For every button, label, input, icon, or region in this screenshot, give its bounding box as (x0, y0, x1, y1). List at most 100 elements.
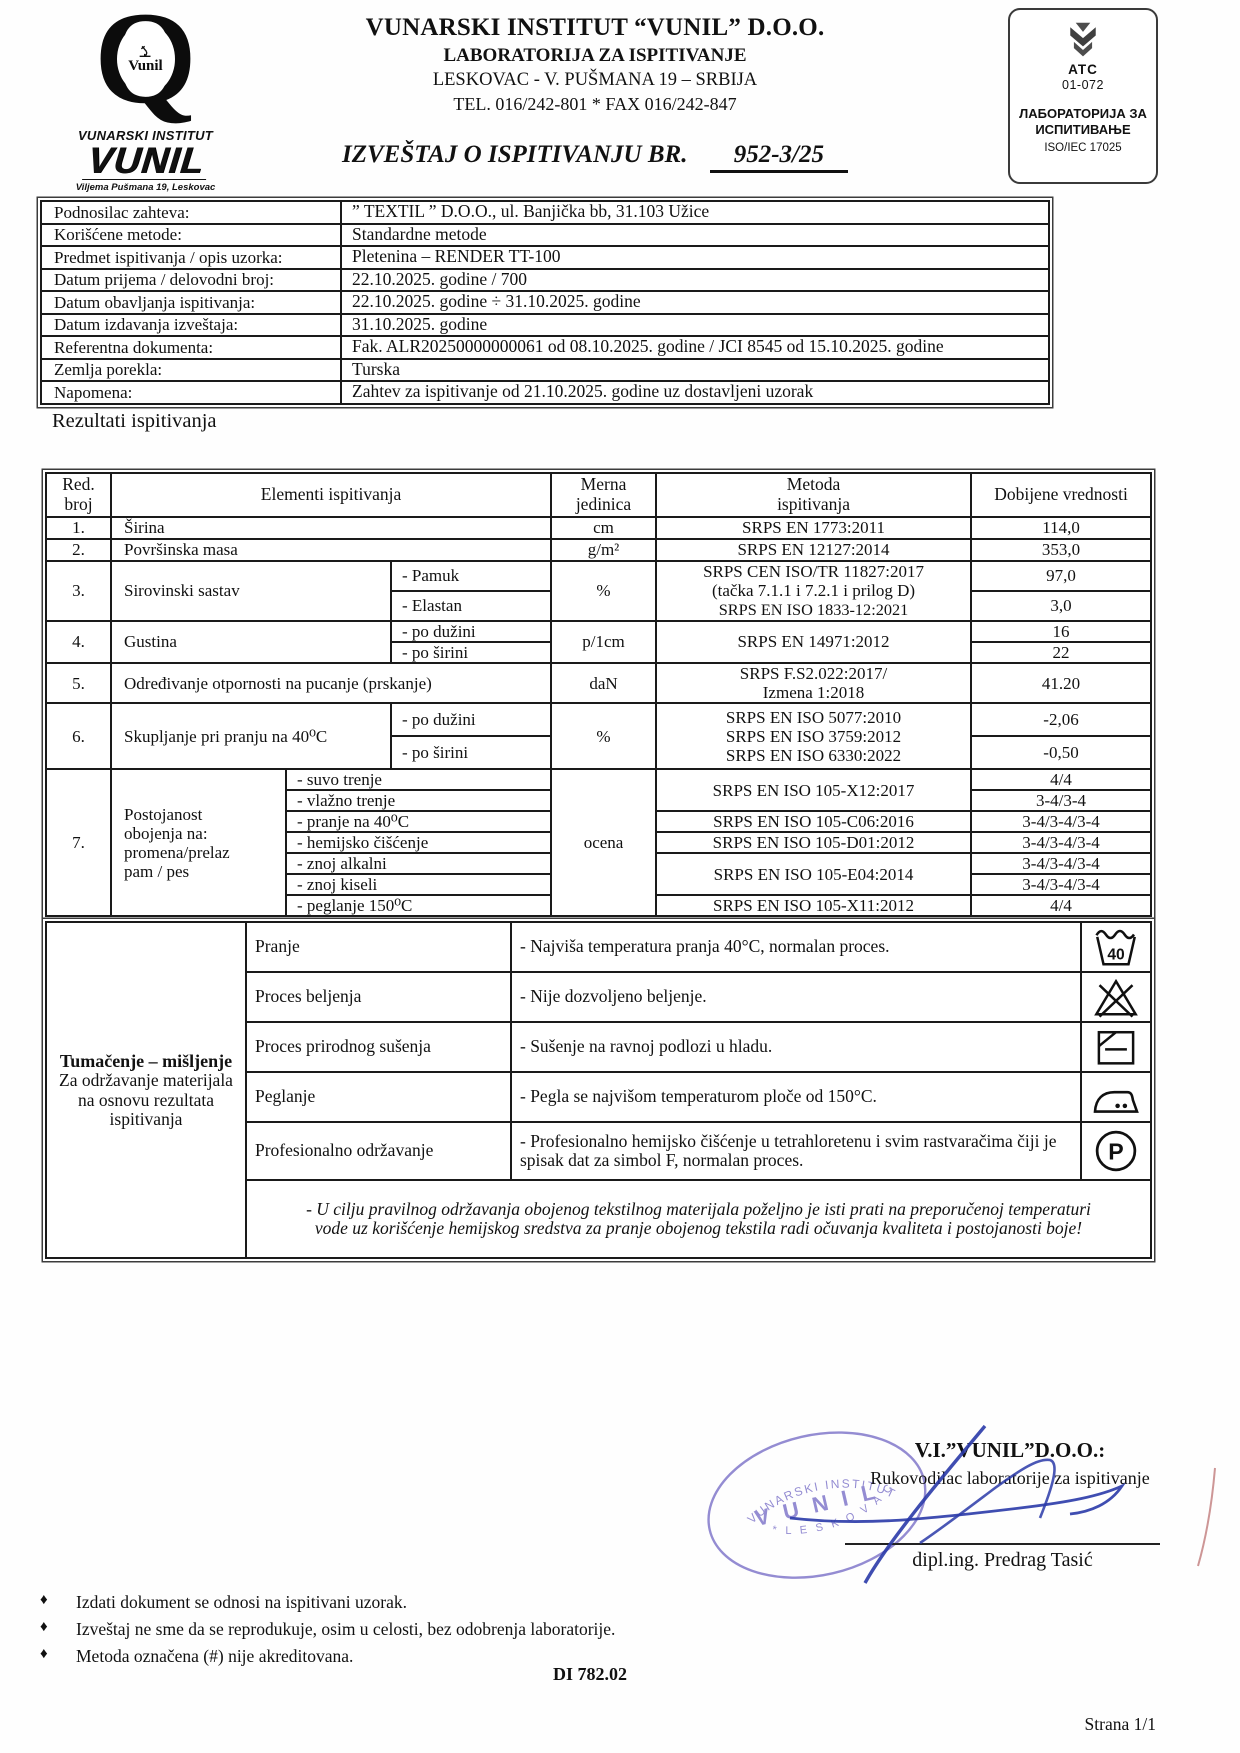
ats-accreditation-logo-icon (1070, 22, 1096, 57)
value-cell: 3-4/3-4 (970, 789, 1153, 813)
professional-dry-clean-p-icon: P (1095, 1131, 1137, 1172)
table-row: 5. Određivanje otpornosti na pucanje (pr… (45, 661, 1153, 705)
value-cell: 114,0 (970, 516, 1153, 540)
unit-cell: ocena (550, 768, 658, 918)
value-cell: 97,0 (970, 560, 1153, 592)
care-process-desc: - Najviša temperatura pranja 40°C, norma… (510, 921, 1082, 974)
signature-signer: dipl.ing. Predrag Tasić (912, 1549, 1093, 1571)
care-symbol-cell (1080, 971, 1152, 1024)
info-label: Datum prijema / delovodni broj: (40, 267, 342, 292)
element-cell: Gustina (110, 619, 392, 665)
iron-medium-icon (1093, 1091, 1139, 1114)
microscope-icon (139, 45, 151, 57)
table-row: Predmet ispitivanja / opis uzorka: Pleten… (40, 245, 1050, 270)
method-cell: SRPS EN 1773:2011 (655, 516, 973, 540)
element-cell: Površinska masa (109, 538, 553, 562)
value-cell: 353,0 (970, 538, 1153, 562)
care-symbol-cell: P (1080, 1121, 1152, 1182)
results-header-row: Red. broj Elementi ispitivanja Merna jedin… (45, 472, 1153, 518)
row-num: 2. (45, 538, 112, 562)
care-process-name: Pranje (245, 921, 512, 974)
info-label: Napomena: (40, 380, 342, 405)
unit-cell: daN (550, 661, 658, 705)
value-cell: 41.20 (970, 661, 1153, 705)
table-row: - pranje na 40⁰C SRPS EN ISO 105-C06:201… (46, 810, 1153, 834)
col-header-num: Red. broj (45, 472, 112, 518)
element-sub-cell: - Elastan (389, 589, 553, 622)
element-cell: Širina (109, 516, 553, 540)
method-cell: SRPS CEN ISO/TR 11827:2017 (tačka 7.1.1 i… (655, 560, 973, 622)
element-sub-cell: - po dužini (389, 702, 553, 738)
company-stamp: VUNARSKI INSTITUT V U N I L * L E S K O … (686, 1404, 927, 1579)
footer-note: ♦ Metoda označena (#) nije akreditovana. (40, 1646, 354, 1666)
col-header-element: Elementi ispitivanja (109, 472, 553, 518)
info-value: 22.10.2025. godine ÷ 31.10.2025. godine (340, 290, 1050, 315)
wash-40-icon: 40 (1095, 930, 1136, 966)
accreditation-badge: ATC 01-072 ЛАБОРАТОРИЈА ЗА ИСПИТИВАЊЕ IS… (1008, 8, 1158, 184)
report-number: 952-3/25 (709, 141, 848, 173)
letterhead: VUNARSKI INSTITUT “VUNIL” D.O.O. LABORAT… (255, 14, 935, 173)
info-value: 22.10.2025. godine / 700 (340, 267, 1050, 292)
care-process-name: Profesionalno održavanje (245, 1121, 512, 1182)
logo-address: Viljema Pušmana 19, Leskovac (75, 182, 216, 193)
table-row: Napomena: Zahtev za ispitivanje od 21.10.… (40, 380, 1050, 405)
footer-notes: ♦ Izdati dokument se odnosi na ispitivan… (40, 1592, 615, 1673)
info-label: Referentna dokumenta: (40, 335, 342, 360)
table-row: Profesionalno održavanje - Profesionalno… (46, 1121, 1152, 1182)
care-symbol-cell (1080, 1071, 1152, 1124)
care-opinion-cell: Tumačenje – mišljenje Za održavanje mate… (45, 921, 247, 1260)
element-cell: Skupljanje pri pranju na 40⁰C (110, 702, 392, 771)
unit-cell: p/1cm (550, 619, 658, 665)
row-num: 4. (45, 619, 112, 665)
table-row: Peglanje - Pegla se najvišom temperaturo… (46, 1071, 1152, 1124)
row-num: 7. (45, 768, 112, 918)
results-and-care-tables: Red. broj Elementi ispitivanja Merna jedin… (45, 472, 1153, 1260)
care-symbol-cell (1080, 1021, 1152, 1074)
care-symbol-cell: 40 (1080, 921, 1152, 974)
element-sub-cell: - po širini (389, 640, 553, 665)
table-row: - znoj alkalni SRPS EN ISO 105-E04:2014 … (46, 852, 1153, 897)
table-row: Datum izdavanja izveštaja: 31.10.2025. go… (40, 312, 1050, 337)
element-cell: Određivanje otpornosti na pucanje (prska… (109, 661, 553, 705)
info-label: Datum obavljanja ispitivanja: (40, 290, 342, 315)
info-value: ” TEXTIL ” D.O.O., ul. Banjička bb, 31.1… (340, 200, 1050, 225)
unit-cell: g/m² (550, 538, 658, 562)
value-cell: 3-4/3-4/3-4 (970, 873, 1153, 897)
table-row: 2. Površinska masa g/m² SRPS EN 12127:20… (45, 538, 1153, 562)
info-label: Zemlja porekla: (40, 357, 342, 382)
table-row: - peglanje 150⁰C SRPS EN ISO 105-X11:201… (46, 894, 1153, 918)
do-not-bleach-icon (1094, 979, 1138, 1018)
document-code: DI 782.02 (552, 1664, 627, 1684)
report-title: IZVEŠTAJ O ISPITIVANJU BR. (342, 141, 688, 168)
row-num: 5. (45, 661, 112, 705)
col-header-method: Metoda ispitivanja (655, 472, 973, 518)
dry-flat-in-shade-icon (1097, 1031, 1135, 1065)
page-number: Strana 1/1 (1084, 1714, 1156, 1734)
value-cell: -0,50 (970, 735, 1153, 771)
table-row: 4. Gustina - po dužini p/1cm SRPS EN 149… (45, 619, 1153, 665)
company-name: VUNARSKI INSTITUT “VUNIL” D.O.O. (365, 14, 825, 41)
method-cell: SRPS EN ISO 105-D01:2012 (655, 831, 973, 855)
svg-text:P: P (1108, 1139, 1123, 1165)
value-cell: 3-4/3-4/3-4 (970, 810, 1153, 834)
element-cell: Sirovinski sastav (110, 560, 392, 622)
table-row: - Elastan 3,0 (46, 589, 1153, 622)
q-logo: Q Vunil (71, 0, 221, 124)
method-cell: SRPS EN ISO 105-X11:2012 (655, 894, 973, 918)
info-value: Turska (340, 357, 1050, 382)
sample-info-table: Podnosilac zahteva:” TEXTIL ” D.O.O., ul… (40, 200, 1050, 405)
table-row: 1. Širina cm SRPS EN 1773:2011 114,0 (45, 516, 1153, 540)
care-process-desc: - Sušenje na ravnoj podlozi u hladu. (510, 1021, 1082, 1074)
row-num: 1. (45, 516, 112, 540)
laboratory-name: LABORATORIJA ZA ISPITIVANJE (443, 45, 747, 66)
table-row: Zemlja porekla: Turska (40, 357, 1050, 382)
value-cell: 4/4 (970, 768, 1153, 792)
logo-brand-wordmark: VUNIL (81, 140, 210, 181)
value-cell: 3,0 (970, 589, 1153, 622)
unit-cell: % (550, 702, 658, 771)
info-label: Korišćene metode: (40, 222, 342, 247)
table-row: Korišćene metode: Standardne metode (40, 222, 1050, 247)
table-row: Proces prirodnog sušenja - Sušenje na ra… (46, 1021, 1152, 1074)
element-sub-cell: - vlažno trenje (284, 789, 553, 813)
q-logo-window: Vunil (116, 24, 175, 94)
